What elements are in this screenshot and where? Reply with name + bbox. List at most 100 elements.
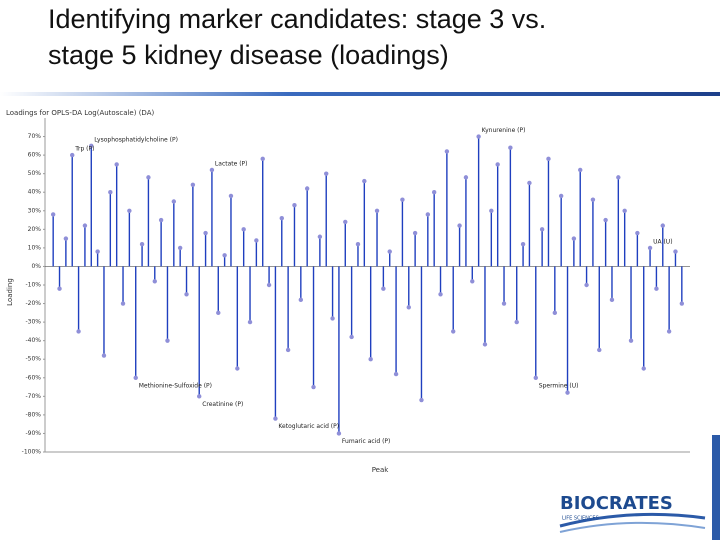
annotation: Spermine (U) <box>539 382 579 389</box>
stem-marker <box>622 208 627 213</box>
stem-marker <box>247 319 253 325</box>
stem-marker <box>324 171 329 176</box>
stem-marker <box>393 371 399 377</box>
stem-marker <box>57 286 62 291</box>
y-tick-label: -30% <box>25 319 41 326</box>
stem-marker <box>374 208 380 213</box>
y-tick-label: -50% <box>25 356 41 363</box>
y-axis-label: Loading <box>6 278 14 306</box>
y-tick-label: 20% <box>28 226 42 233</box>
y-tick-label: 30% <box>28 207 42 214</box>
y-tick-label: 60% <box>28 152 42 159</box>
stem-marker <box>527 180 532 186</box>
stem-marker <box>673 249 678 254</box>
stem-marker <box>343 219 348 225</box>
stem-marker <box>578 167 583 173</box>
y-tick-label: 70% <box>28 133 42 140</box>
y-tick-label: 50% <box>28 170 42 177</box>
stem-marker <box>63 236 69 241</box>
stem-marker <box>285 347 291 353</box>
stem-marker <box>463 175 469 180</box>
stem-marker <box>279 216 284 221</box>
stem-marker <box>654 286 659 291</box>
stem-marker <box>133 375 138 380</box>
stem-marker <box>70 152 75 158</box>
stem-marker <box>76 329 81 334</box>
annotation: Fumaric acid (P) <box>342 438 390 445</box>
y-tick-label: -60% <box>25 374 41 381</box>
stem-marker <box>355 241 361 247</box>
stem-marker <box>304 186 310 191</box>
annotation: Kynurenine (P) <box>482 127 526 134</box>
stem-marker <box>260 156 265 162</box>
y-tick-label: -100% <box>22 449 42 456</box>
stem-marker <box>438 292 443 297</box>
stem-marker <box>203 230 208 236</box>
stem-marker <box>165 338 170 343</box>
stem-marker <box>50 212 56 217</box>
stem-marker <box>489 208 494 213</box>
stem-marker <box>158 217 164 223</box>
y-tick-label: -10% <box>25 282 41 289</box>
logo: BIOCRATES LIFE SCIENCES <box>559 493 706 533</box>
stem-marker <box>508 145 513 150</box>
stem-marker <box>387 249 392 254</box>
stem-marker <box>571 236 577 241</box>
stem-marker <box>482 342 488 347</box>
stem-marker <box>470 279 475 284</box>
stem-marker <box>311 384 316 390</box>
stem-marker <box>565 390 570 395</box>
stem-marker <box>406 305 411 310</box>
chart: Loadings for OPLS-DA Log(Autoscale) (DA)… <box>6 109 690 474</box>
stem-marker <box>679 301 685 306</box>
stem-marker <box>476 134 481 139</box>
stem-marker <box>120 301 126 306</box>
stem-marker <box>190 182 196 187</box>
stem-marker <box>533 375 538 380</box>
y-tick-label: 40% <box>28 189 42 196</box>
stem-marker <box>552 310 558 316</box>
slide-title: Identifying marker candidates: stage 3 v… <box>48 4 547 34</box>
stem-marker <box>419 397 424 403</box>
stem-marker <box>235 366 240 371</box>
stem-marker <box>266 282 272 288</box>
stem-marker <box>635 230 640 236</box>
stem-marker <box>216 310 221 316</box>
stem-marker <box>89 143 94 149</box>
stem-marker <box>647 245 653 251</box>
stem-marker <box>501 301 507 306</box>
annotation: Creatinine (P) <box>202 401 243 408</box>
stem-marker <box>400 197 405 202</box>
chart-title: Loadings for OPLS-DA Log(Autoscale) (DA) <box>6 109 154 117</box>
title-rule <box>0 92 720 96</box>
annotation: Ketoglutaric acid (P) <box>278 423 339 430</box>
annotation: UA (U) <box>653 238 672 245</box>
stem-marker <box>444 149 450 154</box>
y-tick-label: -70% <box>25 393 41 400</box>
annotation: Trp (P) <box>74 146 94 153</box>
stem-marker <box>520 241 526 247</box>
slide-title: stage 5 kidney disease (loadings) <box>48 40 449 70</box>
stem-marker <box>228 193 234 199</box>
stem-marker <box>146 175 151 180</box>
stem-marker <box>546 156 551 162</box>
stem-marker <box>330 316 335 321</box>
stem-marker <box>381 286 386 291</box>
stem-marker <box>127 208 132 213</box>
logo-text: BIOCRATES <box>560 493 673 514</box>
y-tick-label: 10% <box>28 244 42 251</box>
stem-marker <box>558 193 564 199</box>
stem-marker <box>362 178 367 184</box>
logo-subtext: LIFE SCIENCES <box>562 516 599 522</box>
stem-marker <box>457 223 462 228</box>
y-tick-label: -40% <box>25 337 41 344</box>
stem-marker <box>368 357 373 362</box>
stem-marker <box>95 249 100 254</box>
stem-marker <box>273 416 278 421</box>
x-axis-label: Peak <box>372 466 390 474</box>
stem-marker <box>584 282 589 288</box>
side-bar <box>712 435 720 540</box>
stem-marker <box>317 234 323 239</box>
annotation: Lysophosphatidylcholine (P) <box>94 136 178 143</box>
